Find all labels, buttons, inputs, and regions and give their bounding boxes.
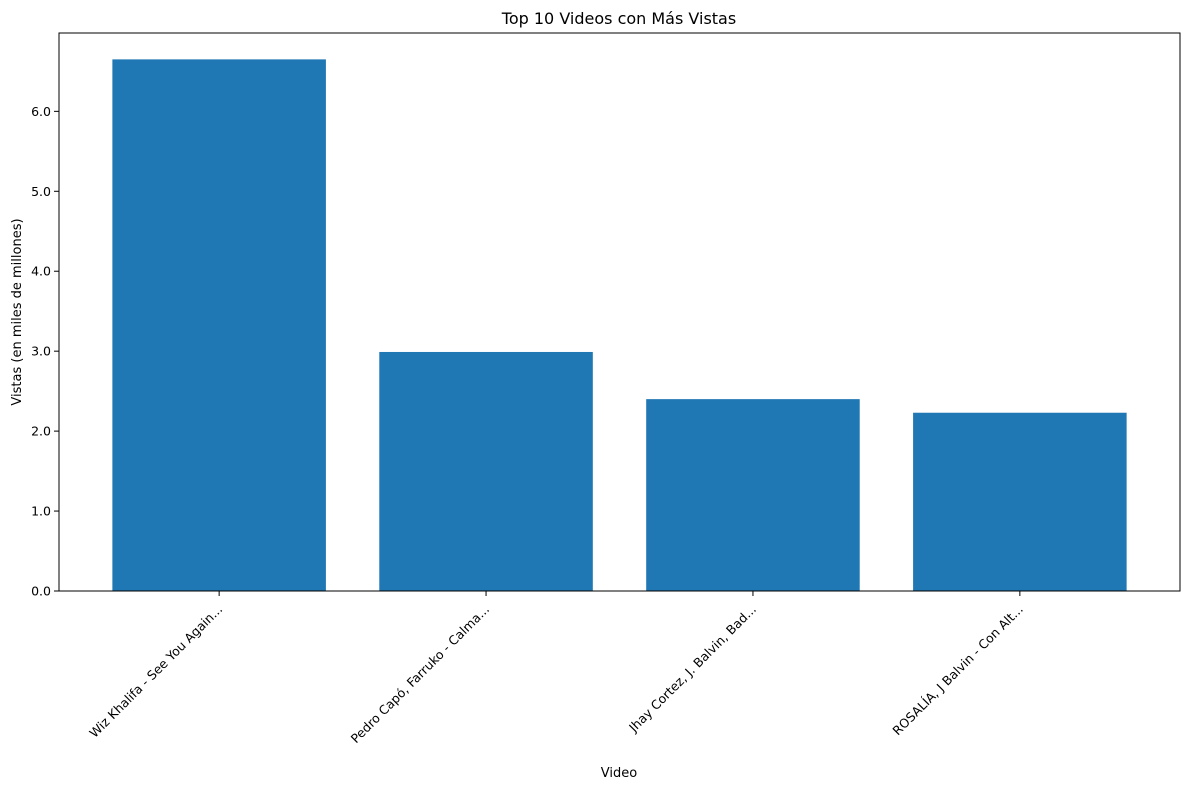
bar-2 <box>379 351 593 591</box>
bar-4 <box>913 412 1127 591</box>
y-tick-label: 6.0 <box>31 104 51 119</box>
x-tick-label: Wiz Khalifa - See You Again... <box>86 602 225 741</box>
x-tick-label: Pedro Capó, Farruko - Calma... <box>348 602 492 746</box>
bar-1 <box>112 59 326 591</box>
y-axis-ticks: 0.0 1.0 2.0 3.0 4.0 5.0 6.0 <box>31 104 59 599</box>
y-axis-label: Vistas (en miles de millones) <box>10 218 25 405</box>
x-tick-label: ROSALÍA, J Balvin - Con Alt... <box>889 602 1026 739</box>
y-tick-label: 4.0 <box>31 264 51 279</box>
y-tick-label: 5.0 <box>31 184 51 199</box>
chart-title: Top 10 Videos con Más Vistas <box>501 9 736 28</box>
bar-3 <box>646 399 860 591</box>
plot-frame <box>58 32 1181 592</box>
x-tick-label: Jhay Cortez, J. Balvin, Bad... <box>625 602 759 736</box>
x-axis-label: Video <box>601 766 637 781</box>
bars-group <box>112 59 1127 591</box>
x-axis-ticks: Wiz Khalifa - See You Again... Pedro Capó… <box>86 591 1026 746</box>
y-tick-label: 3.0 <box>31 344 51 359</box>
y-tick-label: 0.0 <box>31 584 51 599</box>
y-tick-label: 1.0 <box>31 504 51 519</box>
y-tick-label: 2.0 <box>31 424 51 439</box>
